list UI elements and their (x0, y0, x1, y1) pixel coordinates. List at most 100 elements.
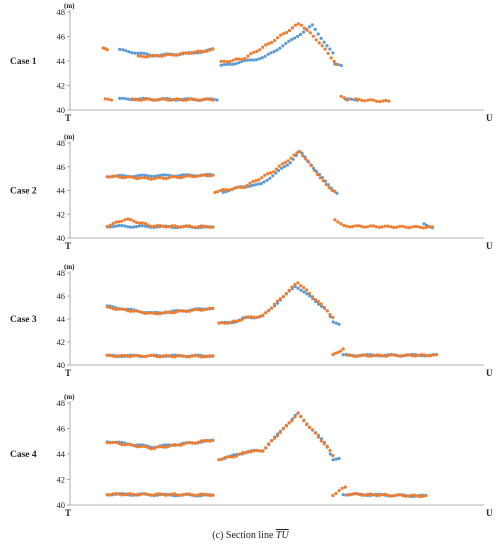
data-point (345, 224, 349, 228)
data-point (374, 225, 378, 229)
data-point (108, 305, 112, 310)
data-point (132, 492, 136, 496)
data-point (243, 316, 247, 320)
data-point (109, 98, 113, 102)
data-point (337, 456, 341, 461)
data-point (316, 32, 320, 36)
data-point (184, 98, 188, 102)
data-point (173, 224, 177, 228)
data-point (268, 176, 272, 180)
data-point (237, 452, 242, 456)
data-point (257, 178, 261, 182)
data-point (351, 354, 355, 358)
data-point (302, 419, 306, 423)
data-point (164, 310, 168, 314)
data-point (193, 354, 197, 358)
data-point (288, 161, 292, 165)
data-point (336, 220, 340, 224)
data-point (202, 439, 206, 443)
data-point (184, 492, 188, 496)
data-point (319, 36, 323, 41)
data-point (143, 355, 147, 359)
data-point (158, 492, 162, 496)
data-point (434, 352, 438, 357)
data-point (124, 97, 128, 101)
data-point (208, 439, 212, 443)
data-point (229, 320, 233, 324)
data-point (205, 225, 209, 229)
data-point (129, 492, 133, 496)
data-point (308, 294, 312, 298)
data-point (169, 53, 173, 57)
data-point (179, 443, 183, 447)
y-tick-label: 40 (57, 233, 66, 243)
data-point (211, 354, 215, 358)
data-point (114, 354, 118, 359)
data-point (251, 179, 255, 184)
data-point (132, 219, 136, 223)
data-point (135, 445, 139, 449)
y-tick-label: 48 (57, 7, 66, 17)
data-point (160, 54, 164, 58)
data-point (184, 441, 188, 445)
data-point (272, 302, 277, 306)
data-point (117, 224, 121, 228)
data-point (196, 493, 200, 497)
data-point (290, 285, 294, 289)
data-point (133, 51, 137, 55)
data-point (103, 97, 107, 101)
data-point (167, 224, 171, 229)
data-point (146, 492, 150, 497)
data-point (310, 295, 315, 299)
data-point (157, 54, 161, 58)
data-point (328, 448, 332, 453)
y-tick-label: 40 (57, 500, 66, 510)
data-point (193, 441, 197, 445)
data-point (302, 290, 306, 294)
data-point (126, 217, 130, 221)
data-point (375, 99, 379, 103)
data-point (118, 96, 122, 100)
data-point (158, 224, 162, 228)
data-point (126, 354, 130, 358)
data-point (359, 224, 364, 228)
data-point (296, 411, 300, 415)
data-point (202, 355, 206, 359)
data-point (331, 51, 335, 55)
data-point (149, 447, 153, 451)
data-point (205, 307, 209, 311)
data-point (196, 98, 200, 102)
data-point (199, 308, 203, 312)
case-label: Case 4 (10, 450, 37, 460)
y-tick-label: 46 (57, 162, 66, 172)
data-point (237, 319, 242, 323)
data-point (354, 354, 358, 358)
data-point (205, 354, 209, 358)
data-point (155, 312, 159, 316)
data-point (184, 355, 188, 359)
data-point (330, 188, 334, 192)
data-point (140, 221, 144, 225)
data-point (272, 436, 277, 440)
data-point (290, 26, 294, 30)
data-point (111, 225, 115, 229)
data-point (421, 494, 425, 498)
data-point (205, 97, 209, 101)
data-point (170, 311, 174, 315)
data-point (164, 493, 168, 497)
data-point (301, 30, 306, 34)
data-point (380, 225, 384, 229)
data-point (129, 175, 133, 179)
data-point (176, 354, 180, 358)
data-point (319, 302, 323, 306)
data-point (345, 493, 349, 497)
data-point (231, 58, 235, 62)
data-point (123, 218, 127, 222)
data-point (354, 492, 358, 496)
data-point (158, 173, 162, 177)
data-point (415, 225, 420, 229)
data-point (211, 225, 215, 229)
data-point (271, 170, 276, 174)
data-point (205, 49, 209, 53)
